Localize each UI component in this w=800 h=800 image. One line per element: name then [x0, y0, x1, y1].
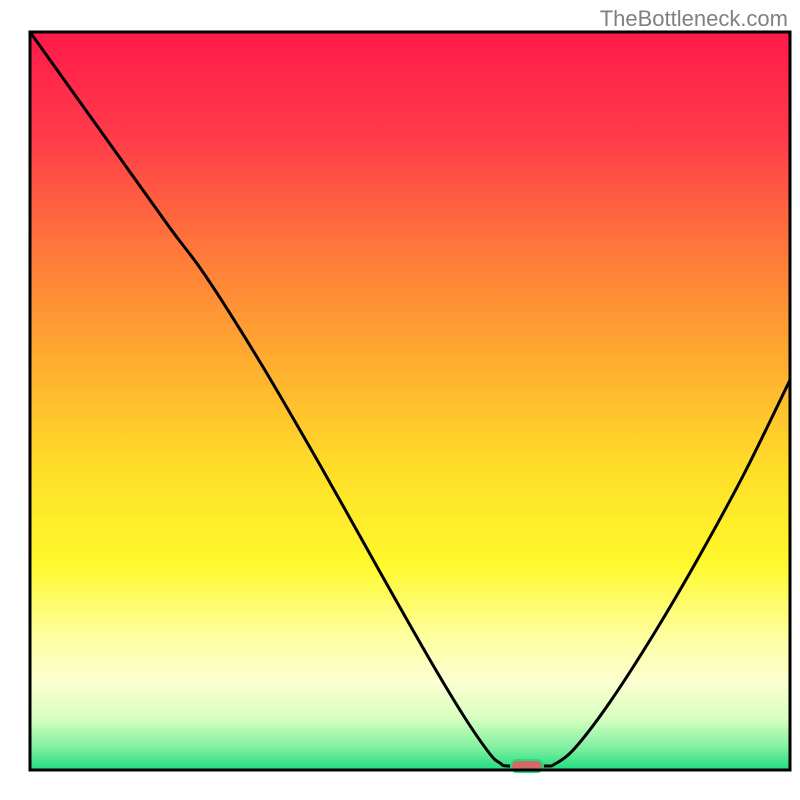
- bottleneck-chart: [0, 0, 800, 800]
- plot-background: [30, 32, 790, 770]
- chart-container: TheBottleneck.com: [0, 0, 800, 800]
